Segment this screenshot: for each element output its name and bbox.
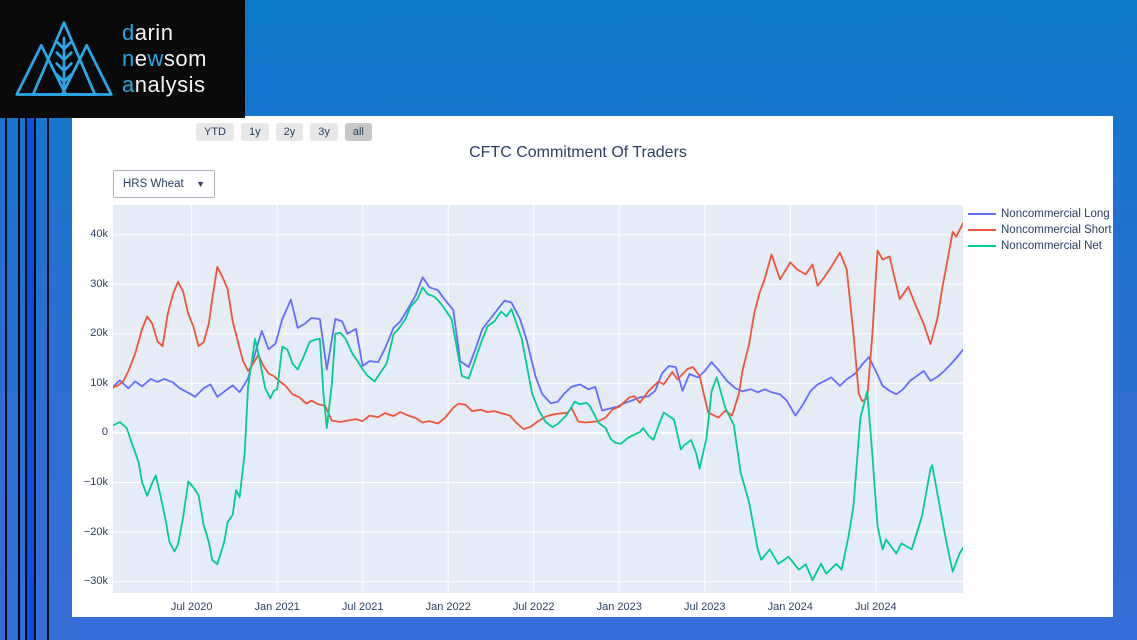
legend-label: Noncommercial Net bbox=[1001, 240, 1102, 252]
x-tick-label: Jul 2024 bbox=[854, 601, 897, 613]
x-tick-label: Jan 2021 bbox=[254, 601, 300, 613]
brand-letter: e bbox=[134, 46, 148, 71]
y-tick-label: 0 bbox=[101, 426, 108, 439]
x-tick-label: Jul 2022 bbox=[512, 601, 555, 613]
brand-logo: darin newsom analysis bbox=[0, 0, 245, 118]
legend-line-swatch bbox=[968, 213, 996, 215]
bg-stripe-accent bbox=[26, 0, 34, 640]
x-tick-label: Jul 2021 bbox=[341, 601, 384, 613]
brand-line-3: analysis bbox=[122, 72, 207, 98]
bg-stripe bbox=[18, 0, 20, 640]
range-button-ytd[interactable]: YTD bbox=[196, 123, 234, 141]
range-button-all[interactable]: all bbox=[344, 123, 372, 141]
legend-entry[interactable]: Noncommercial Net bbox=[968, 238, 1112, 254]
brand-line-1: darin bbox=[122, 20, 207, 46]
bg-stripe bbox=[25, 0, 27, 640]
y-tick-label: 30k bbox=[90, 277, 108, 290]
range-button-2y[interactable]: 2y bbox=[275, 123, 304, 141]
brand-wordmark: darin newsom analysis bbox=[122, 20, 207, 98]
brand-letters: nalysis bbox=[134, 72, 206, 97]
y-axis-tick-labels: 40k 30k 20k 10k 0 −10k −20k −30k bbox=[72, 205, 108, 593]
chevron-down-icon: ▼ bbox=[196, 179, 205, 189]
bg-stripe bbox=[34, 0, 36, 640]
mountains-wheat-icon bbox=[15, 21, 113, 96]
x-tick-label: Jan 2023 bbox=[596, 601, 642, 613]
plot-area[interactable] bbox=[112, 205, 964, 593]
brand-letter: d bbox=[122, 20, 135, 45]
legend-line-swatch bbox=[968, 245, 996, 247]
bg-stripe bbox=[47, 0, 49, 640]
y-tick-label: 40k bbox=[90, 228, 108, 241]
brand-letters: arin bbox=[134, 20, 174, 45]
commodity-dropdown-value: HRS Wheat bbox=[123, 178, 184, 190]
x-axis-tick-labels: Jul 2020 Jan 2021 Jul 2021 Jan 2022 Jul 2022… bbox=[113, 598, 963, 614]
range-button-1y[interactable]: 1y bbox=[241, 123, 269, 141]
series-line-3[interactable] bbox=[112, 286, 964, 581]
chart-legend: Noncommercial Long Noncommercial Short Non… bbox=[968, 206, 1112, 254]
y-tick-label: 20k bbox=[90, 327, 108, 340]
chart-card: YTD 1y 2y 3y all CFTC Commitment Of Trad… bbox=[72, 116, 1113, 617]
range-selector: YTD 1y 2y 3y all bbox=[196, 123, 372, 141]
brand-letter: w bbox=[147, 46, 164, 71]
commodity-dropdown[interactable]: HRS Wheat ▼ bbox=[113, 170, 215, 198]
y-tick-label: −20k bbox=[83, 525, 108, 538]
legend-entry[interactable]: Noncommercial Long bbox=[968, 206, 1112, 222]
x-tick-label: Jan 2024 bbox=[767, 601, 813, 613]
legend-label: Noncommercial Short bbox=[1001, 224, 1112, 236]
y-tick-label: −30k bbox=[83, 575, 108, 588]
brand-line-2: newsom bbox=[122, 46, 207, 72]
legend-label: Noncommercial Long bbox=[1001, 208, 1110, 220]
y-tick-label: −10k bbox=[83, 475, 108, 488]
range-button-3y[interactable]: 3y bbox=[310, 123, 338, 141]
brand-letter: a bbox=[122, 72, 135, 97]
x-tick-label: Jan 2022 bbox=[425, 601, 471, 613]
chart-canvas[interactable] bbox=[112, 205, 964, 593]
series-line-2[interactable] bbox=[112, 222, 964, 430]
bg-stripe bbox=[5, 0, 7, 640]
brand-letter: n bbox=[122, 46, 135, 71]
legend-line-swatch bbox=[968, 229, 996, 231]
x-tick-label: Jul 2023 bbox=[683, 601, 726, 613]
legend-entry[interactable]: Noncommercial Short bbox=[968, 222, 1112, 238]
plot-background bbox=[113, 205, 963, 593]
y-tick-label: 10k bbox=[90, 376, 108, 389]
chart-title: CFTC Commitment Of Traders bbox=[469, 144, 687, 161]
x-tick-label: Jul 2020 bbox=[170, 601, 213, 613]
brand-letters: som bbox=[163, 46, 207, 71]
